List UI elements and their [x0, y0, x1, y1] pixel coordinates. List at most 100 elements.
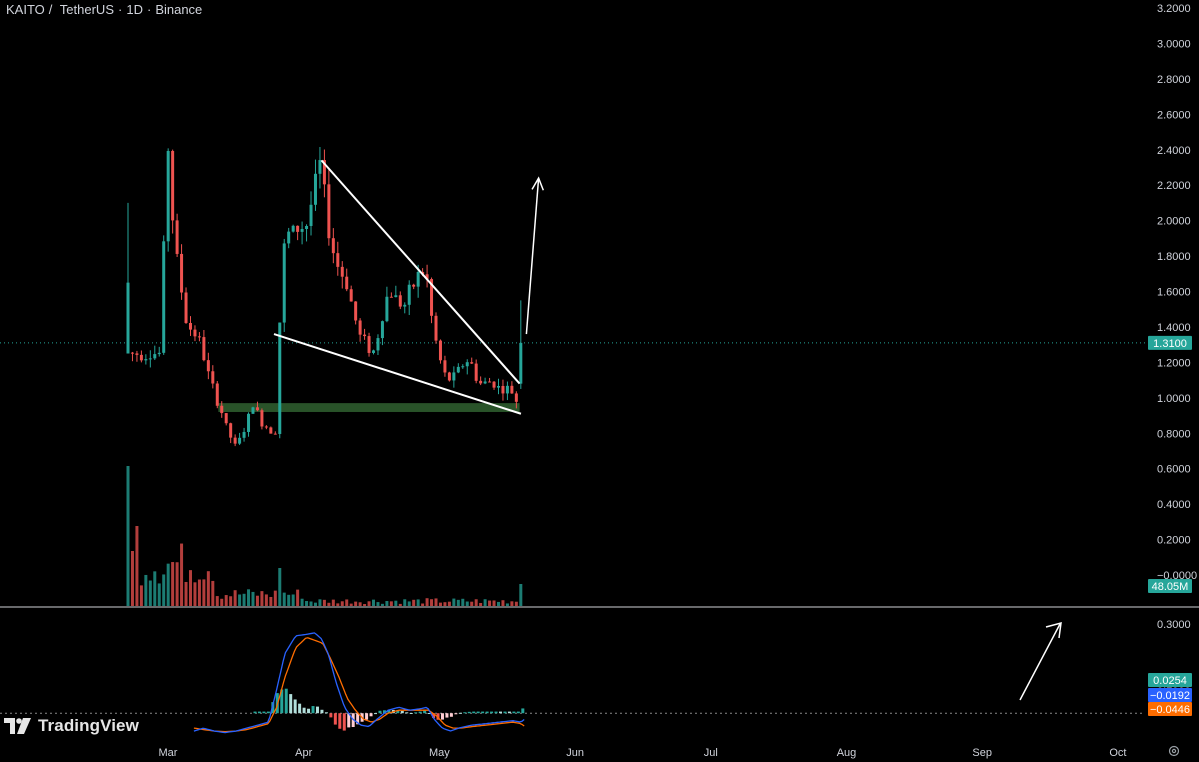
candle-body — [403, 304, 407, 307]
candle-body — [305, 225, 309, 230]
volume-bar — [394, 600, 398, 606]
current-price-badge-text: 1.3100 — [1153, 338, 1187, 350]
upper-wedge-line[interactable] — [320, 159, 521, 385]
macd-histogram-bar — [329, 713, 333, 718]
macd-histogram-bar — [516, 711, 520, 714]
volume-bar — [488, 600, 492, 606]
macd-histogram-bar — [458, 712, 462, 714]
chart-header[interactable]: KAITO / TetherUS · 1D · Binance — [6, 2, 206, 17]
macd-histogram-bar — [382, 710, 386, 714]
candle-body — [474, 363, 478, 381]
candle-body — [434, 315, 438, 341]
macd-histogram-bar — [338, 713, 342, 729]
price-tick-label: 2.0000 — [1157, 216, 1191, 228]
macd-signal-line — [193, 637, 525, 733]
candle-body — [318, 160, 322, 174]
candle-body — [300, 229, 304, 232]
volume-bar — [184, 581, 188, 606]
candle-body — [247, 413, 251, 432]
price-tick-label: 0.6000 — [1157, 464, 1191, 476]
candle-body — [211, 371, 215, 384]
macd-histogram-bar — [409, 712, 413, 714]
volume-bar — [260, 591, 264, 606]
candle-body — [340, 266, 344, 277]
macd-histogram-bar — [369, 713, 373, 717]
header-dot-1: · — [118, 2, 123, 17]
volume-bar — [287, 594, 291, 606]
macd-histogram-bar — [485, 711, 489, 714]
price-tick-label: 1.6000 — [1157, 287, 1191, 299]
symbol-name: KAITO — [6, 2, 45, 17]
candle-body — [157, 352, 161, 355]
volume-bar — [242, 593, 246, 606]
candle-body — [287, 231, 291, 244]
macd-histogram-bar — [432, 713, 436, 719]
candle-body — [461, 366, 465, 368]
time-tick-label: May — [429, 747, 450, 759]
volume-bar — [197, 579, 201, 606]
volume-bar — [278, 568, 282, 606]
volume-bar — [162, 574, 166, 606]
candle-body — [175, 220, 179, 254]
macd-histogram-bar — [298, 703, 302, 714]
lower-wedge-line[interactable] — [273, 333, 522, 415]
volume-bar — [331, 599, 335, 606]
macd-histogram-bar — [503, 711, 507, 714]
candle-body — [331, 238, 335, 254]
macd-histogram-bar — [405, 712, 409, 714]
macd-histogram-bar — [347, 713, 351, 728]
candle-body — [309, 204, 313, 226]
volume-bar — [220, 598, 224, 606]
header-dot-2: · — [146, 2, 152, 17]
volume-bar — [501, 600, 505, 606]
support-zone[interactable] — [218, 403, 520, 412]
macd-line-badge-text: −0.0192 — [1150, 690, 1190, 702]
candle-body — [291, 225, 295, 232]
macd-line-badge — [1148, 688, 1192, 702]
candle-body — [456, 366, 460, 373]
volume-bar — [398, 603, 402, 606]
candle-body — [206, 360, 210, 372]
candle-body — [139, 354, 143, 361]
time-tick-label: Sep — [972, 747, 992, 759]
candle-body — [496, 386, 500, 388]
exchange-label: Binance — [155, 2, 203, 17]
macd-histogram-bar — [257, 711, 261, 714]
candle-body — [430, 279, 434, 316]
volume-bar — [447, 601, 451, 606]
candle-body — [479, 380, 483, 384]
volume-bar — [296, 589, 300, 606]
breakout-arrow[interactable] — [525, 178, 540, 335]
candle-body — [389, 296, 393, 298]
macd-histogram-bar — [289, 694, 293, 714]
tradingview-wordmark: TradingView — [38, 716, 139, 735]
macd-histogram-bar — [356, 713, 360, 725]
candle-body — [197, 336, 201, 338]
macd-breakout-arrow[interactable] — [1019, 623, 1061, 701]
volume-bar — [345, 599, 349, 606]
axis-badges: 1.3100 48.05M 0.0254 −0.0192 −0.0446 — [1148, 335, 1192, 716]
candle-body — [425, 274, 429, 280]
macd-histogram-bar — [494, 711, 498, 714]
price-tick-label: 1.4000 — [1157, 322, 1191, 334]
volume-bar — [416, 599, 420, 606]
macd-histogram-bar — [253, 711, 257, 714]
macd-histogram-bar — [467, 711, 471, 714]
candle-body — [358, 320, 362, 335]
time-tick-label: Oct — [1109, 747, 1126, 759]
tradingview-logo[interactable]: TradingView — [4, 714, 139, 738]
volume-bar — [166, 563, 170, 606]
price-tick-label: 1.2000 — [1157, 357, 1191, 369]
candle-body — [376, 338, 380, 351]
gear-icon[interactable] — [1168, 745, 1180, 757]
price-tick-label: 0.4000 — [1157, 499, 1191, 511]
macd-histogram-badge — [1148, 673, 1192, 687]
macd-breakout-arrow-head — [1045, 621, 1062, 639]
time-axis[interactable]: Mar Apr May Jun Jul Aug Sep Oct — [159, 747, 1127, 759]
candle-body — [224, 413, 228, 424]
volume-bar — [372, 599, 376, 606]
macd-histogram-bar — [454, 713, 458, 715]
macd-histogram-bar — [262, 711, 266, 714]
quote-name: TetherUS — [59, 2, 114, 17]
